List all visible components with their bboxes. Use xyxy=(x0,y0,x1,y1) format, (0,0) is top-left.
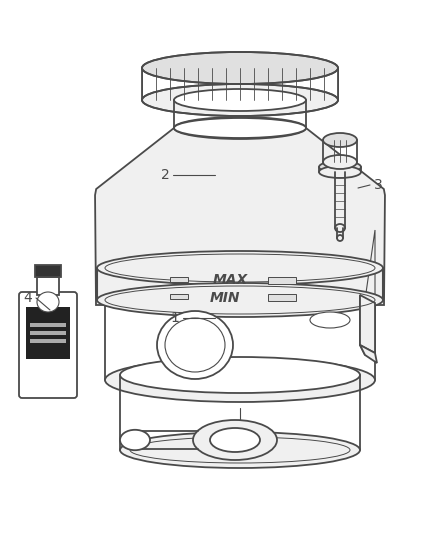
FancyBboxPatch shape xyxy=(19,292,77,398)
Ellipse shape xyxy=(193,420,277,460)
Polygon shape xyxy=(95,128,385,305)
Text: MAX: MAX xyxy=(212,273,247,287)
Bar xyxy=(268,277,296,284)
Text: MIN: MIN xyxy=(210,291,240,305)
Ellipse shape xyxy=(120,430,150,450)
Polygon shape xyxy=(360,345,377,363)
Text: 2: 2 xyxy=(161,168,170,182)
Text: 4: 4 xyxy=(24,291,32,305)
Ellipse shape xyxy=(319,161,361,173)
Ellipse shape xyxy=(105,358,375,402)
Bar xyxy=(170,277,188,282)
Polygon shape xyxy=(360,295,365,355)
Ellipse shape xyxy=(142,84,338,116)
Polygon shape xyxy=(365,230,375,355)
Bar xyxy=(26,307,70,359)
Ellipse shape xyxy=(157,311,233,379)
Bar xyxy=(35,265,61,277)
Bar xyxy=(170,294,188,299)
Polygon shape xyxy=(360,295,375,353)
Text: 1: 1 xyxy=(170,311,180,325)
Ellipse shape xyxy=(142,52,338,84)
Bar xyxy=(30,331,66,335)
Bar xyxy=(30,339,66,343)
Ellipse shape xyxy=(120,432,360,468)
Ellipse shape xyxy=(210,428,260,452)
Bar xyxy=(37,277,59,295)
Bar xyxy=(30,323,66,327)
Ellipse shape xyxy=(335,224,345,232)
Ellipse shape xyxy=(174,89,306,111)
Ellipse shape xyxy=(97,251,383,285)
Ellipse shape xyxy=(174,118,306,138)
Ellipse shape xyxy=(319,166,361,178)
Ellipse shape xyxy=(120,357,360,393)
Bar xyxy=(268,294,296,301)
Ellipse shape xyxy=(310,312,350,328)
Ellipse shape xyxy=(37,292,59,312)
Text: 3: 3 xyxy=(374,178,382,192)
Ellipse shape xyxy=(323,133,357,147)
Ellipse shape xyxy=(174,117,306,139)
Ellipse shape xyxy=(337,235,343,241)
Ellipse shape xyxy=(323,155,357,169)
Ellipse shape xyxy=(97,283,383,317)
